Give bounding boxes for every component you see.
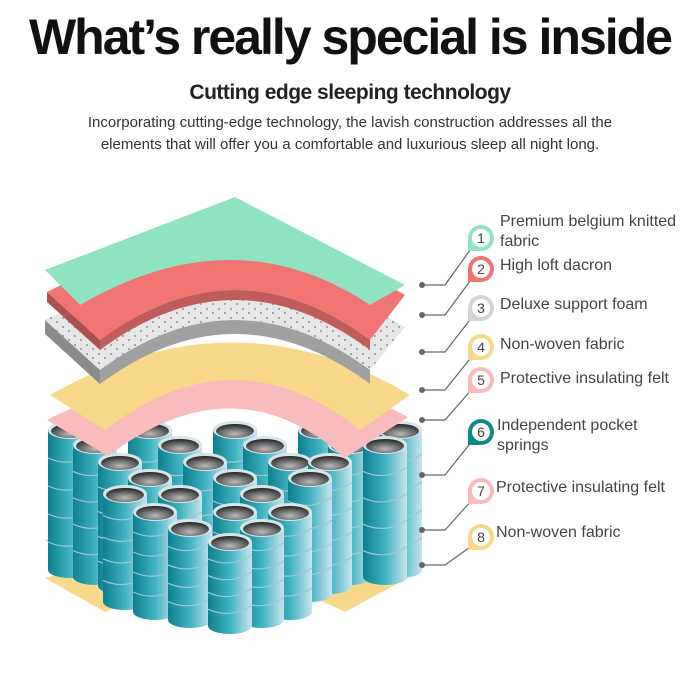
pin-marker-icon: 5 (468, 367, 494, 393)
callout-dot (419, 387, 425, 393)
layer-2-high-loft-dacron-side (47, 292, 100, 350)
callout-dot (419, 562, 425, 568)
layer-3-support-foam-edge (100, 320, 370, 384)
callout-line (422, 387, 474, 421)
pin-number: 7 (477, 483, 485, 499)
layer-3-support-foam-side (45, 320, 100, 384)
pin-marker-icon: 7 (468, 478, 494, 504)
callout-dot (419, 282, 425, 288)
subtitle: Cutting edge sleeping technology (189, 81, 511, 104)
callout-dot (419, 417, 425, 423)
pin-number: 8 (477, 529, 485, 545)
layer-label-4: Non-woven fabric (500, 336, 625, 353)
pin-number: 2 (477, 261, 485, 277)
callout-dot (419, 349, 425, 355)
layer-label-2: High loft dacron (500, 257, 613, 274)
pocket-springs (47, 421, 423, 634)
pin-marker-icon: 4 (468, 334, 494, 360)
pin-marker-icon: 6 (468, 419, 494, 445)
layer-4-non-woven-fabric (50, 342, 410, 430)
layer-2-high-loft-dacron-edge (100, 290, 370, 350)
pin-number: 6 (477, 424, 485, 440)
callout-dot (419, 312, 425, 318)
layer-label-7: Protective insulating felt (496, 479, 665, 496)
pin-number: 5 (477, 372, 485, 388)
callout-line (422, 315, 474, 353)
pin-marker-icon: 3 (468, 295, 494, 321)
callout-dot (419, 527, 425, 533)
pin-number: 1 (477, 230, 485, 246)
callout-line (422, 544, 474, 566)
spring-coil (362, 436, 408, 585)
layer-label-1: Premium belgium knitted fabric (500, 213, 677, 250)
layer-label-3: Deluxe support foam (500, 296, 648, 313)
page-title: What’s really special is inside (28, 9, 673, 65)
layer-label-5: Protective insulating felt (500, 370, 669, 387)
pin-marker-icon: 8 (468, 524, 494, 550)
callout-line (422, 354, 474, 391)
pin-number: 3 (477, 300, 485, 316)
callout-line (422, 245, 474, 286)
spring-coil (207, 533, 253, 634)
callout-dot (419, 472, 425, 478)
spring-coil (167, 519, 213, 628)
pin-marker-icon: 2 (468, 256, 494, 282)
callout-line (422, 498, 474, 531)
callout-line (422, 276, 474, 316)
description: Incorporating cutting-edge technology, t… (87, 114, 613, 153)
pin-number: 4 (477, 339, 485, 355)
callout-line (422, 439, 474, 476)
pin-marker-icon: 1 (468, 225, 494, 251)
layer-1-knitted-fabric (45, 197, 405, 305)
layer-label-6: Independent pocket springs (497, 417, 638, 454)
layer-label-8: Non-woven fabric (496, 524, 621, 541)
